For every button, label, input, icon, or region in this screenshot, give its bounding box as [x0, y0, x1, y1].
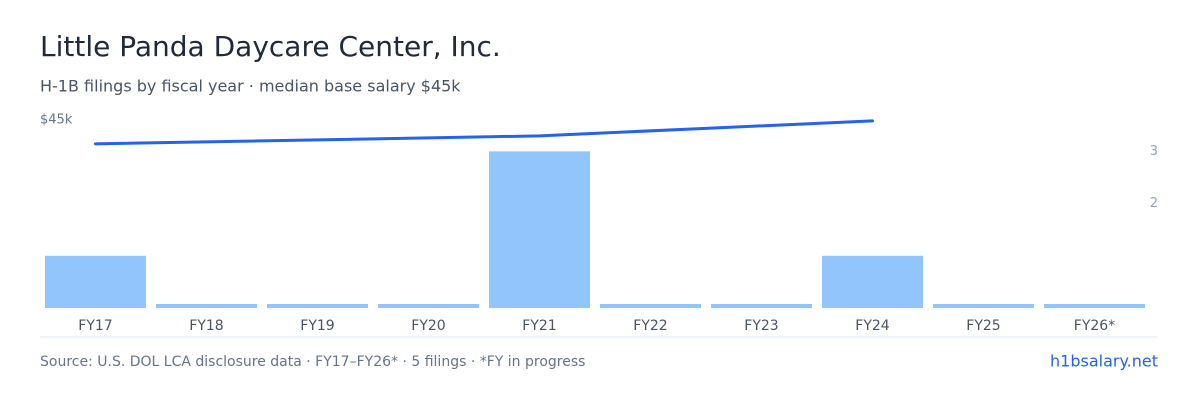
y2-tick-label: 2	[1150, 196, 1158, 211]
bar	[711, 304, 812, 308]
y2-tick-label: 3	[1150, 144, 1158, 159]
footer-source: Source: U.S. DOL LCA disclosure data · F…	[40, 354, 585, 370]
bar	[822, 255, 923, 308]
bar	[156, 304, 257, 308]
x-tick-label: FY26*	[1074, 318, 1115, 334]
bar	[933, 304, 1034, 308]
bar	[267, 304, 368, 308]
x-tick-label: FY17	[78, 318, 112, 334]
chart-subtitle: H-1B filings by fiscal year · median bas…	[40, 77, 461, 96]
x-tick-label: FY24	[855, 318, 890, 334]
x-tick-label: FY22	[633, 318, 667, 334]
x-tick-label: FY23	[744, 318, 778, 334]
bar	[1044, 304, 1145, 308]
bar	[378, 304, 479, 308]
bar	[489, 151, 590, 308]
salary-line	[94, 119, 874, 146]
chart-title: Little Panda Daycare Center, Inc.	[40, 30, 501, 63]
bar	[45, 255, 146, 308]
bar	[600, 304, 701, 308]
y-tick-label: $45k	[40, 113, 73, 128]
x-tick-label: FY20	[411, 318, 445, 334]
x-tick-label: FY21	[522, 318, 556, 334]
footer-link[interactable]: h1bsalary.net	[1050, 352, 1158, 371]
x-tick-label: FY19	[300, 318, 334, 334]
x-tick-label: FY25	[966, 318, 1000, 334]
x-tick-label: FY18	[189, 318, 223, 334]
